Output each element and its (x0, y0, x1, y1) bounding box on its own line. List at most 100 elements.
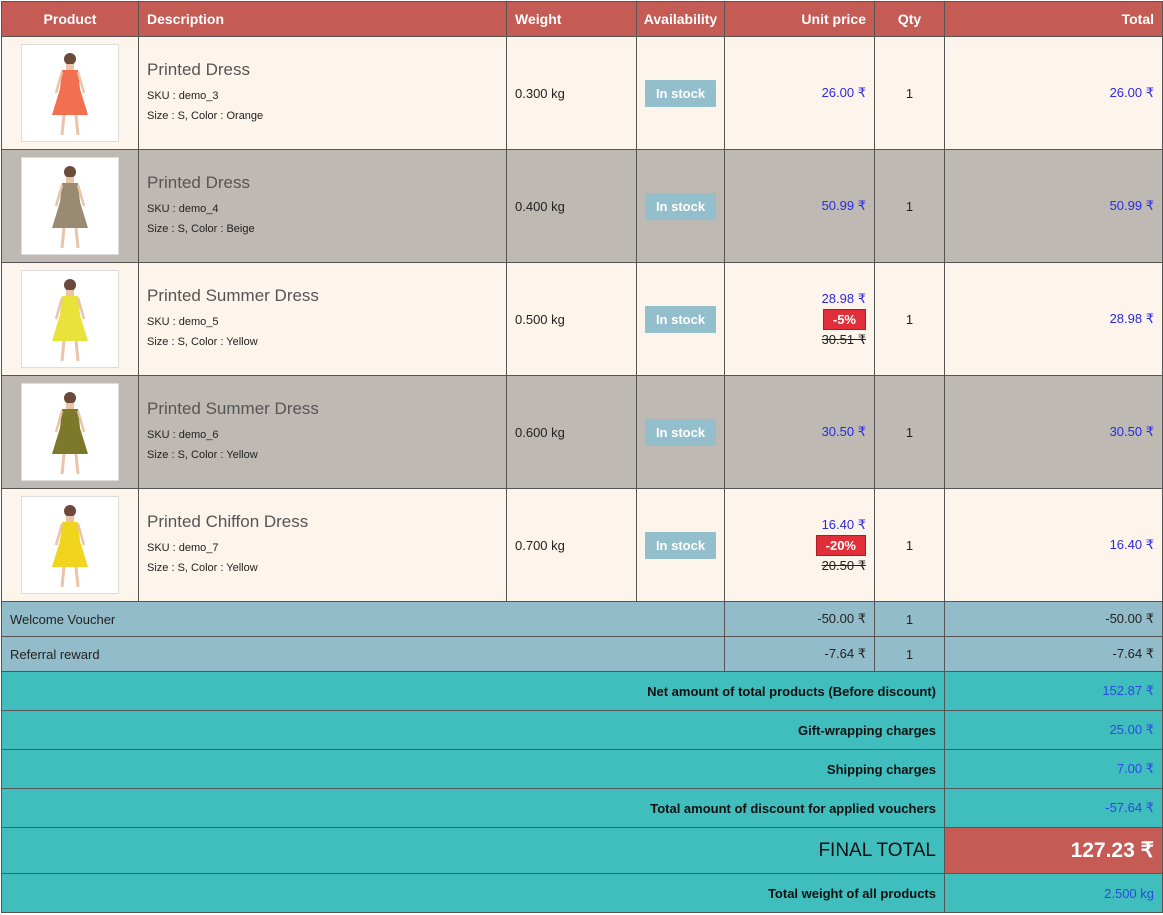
summary-row-weight: Total weight of all products 2.500 kg (1, 873, 1163, 913)
availability-cell: In stock (636, 262, 725, 376)
product-image-cell (1, 36, 139, 150)
in-stock-badge: In stock (644, 79, 717, 107)
final-total-value: 127.23 ₹ (944, 827, 1163, 874)
header-availability: Availability (636, 1, 725, 37)
product-sku: SKU : demo_7 (147, 542, 219, 554)
table-row: Printed Chiffon Dress SKU : demo_7 Size … (1, 488, 1163, 602)
product-image[interactable] (21, 383, 119, 481)
voucher-qty: 1 (874, 636, 945, 672)
unit-price: 26.00 ₹ (821, 85, 866, 100)
old-price: 30.51 ₹ (821, 331, 866, 347)
voucher-label: Welcome Voucher (1, 601, 725, 637)
old-price: 20.50 ₹ (821, 557, 866, 573)
availability-cell: In stock (636, 488, 725, 602)
product-attributes: Size : S, Color : Yellow (147, 336, 258, 348)
header-unit-price: Unit price (724, 1, 875, 37)
unit-price-cell: 30.50 ₹ (724, 375, 875, 489)
table-header-row: Product Description Weight Availability … (1, 1, 1163, 37)
product-sku: SKU : demo_3 (147, 90, 219, 102)
unit-price: 16.40 ₹ (821, 516, 866, 532)
line-total: 50.99 ₹ (1109, 198, 1154, 213)
line-total: 30.50 ₹ (1109, 424, 1154, 439)
product-sku: SKU : demo_5 (147, 316, 219, 328)
product-image[interactable] (21, 44, 119, 142)
voucher-unit-price: -7.64 ₹ (724, 636, 875, 672)
line-total: 26.00 ₹ (1109, 85, 1154, 100)
table-row: Printed Summer Dress SKU : demo_6 Size :… (1, 375, 1163, 489)
in-stock-badge: In stock (644, 192, 717, 220)
description-cell: Printed Summer Dress SKU : demo_6 Size :… (138, 375, 507, 489)
qty-cell: 1 (874, 262, 945, 376)
product-image[interactable] (21, 157, 119, 255)
unit-price-cell: 26.00 ₹ (724, 36, 875, 150)
product-image-cell (1, 262, 139, 376)
voucher-row: Welcome Voucher -50.00 ₹ 1 -50.00 ₹ (1, 601, 1163, 637)
voucher-row: Referral reward -7.64 ₹ 1 -7.64 ₹ (1, 636, 1163, 672)
weight-cell: 0.600 kg (506, 375, 637, 489)
weight-cell: 0.500 kg (506, 262, 637, 376)
weight-cell: 0.300 kg (506, 36, 637, 150)
total-cell: 26.00 ₹ (944, 36, 1163, 150)
qty-cell: 1 (874, 36, 945, 150)
product-image[interactable] (21, 496, 119, 594)
header-weight: Weight (506, 1, 637, 37)
total-weight-value: 2.500 kg (944, 873, 1163, 913)
product-attributes: Size : S, Color : Orange (147, 110, 264, 122)
unit-price-cell: 28.98 ₹ -5% 30.51 ₹ (724, 262, 875, 376)
in-stock-badge: In stock (644, 305, 717, 333)
summary-row-gift: Gift-wrapping charges 25.00 ₹ (1, 710, 1163, 750)
product-sku: SKU : demo_4 (147, 203, 219, 215)
discount-badge: -20% (815, 534, 866, 556)
voucher-total: -50.00 ₹ (944, 601, 1163, 637)
product-name[interactable]: Printed Dress (147, 173, 250, 192)
availability-cell: In stock (636, 149, 725, 263)
summary-row-final: FINAL TOTAL 127.23 ₹ (1, 827, 1163, 874)
voucher-qty: 1 (874, 601, 945, 637)
header-qty: Qty (874, 1, 945, 37)
product-image[interactable] (21, 270, 119, 368)
final-total-label: FINAL TOTAL (1, 827, 945, 874)
total-cell: 50.99 ₹ (944, 149, 1163, 263)
total-weight-label: Total weight of all products (1, 873, 945, 913)
table-row: Printed Dress SKU : demo_3 Size : S, Col… (1, 36, 1163, 150)
weight-cell: 0.400 kg (506, 149, 637, 263)
voucher-discount-label: Total amount of discount for applied vou… (1, 788, 945, 828)
product-attributes: Size : S, Color : Beige (147, 223, 255, 235)
header-total: Total (944, 1, 1163, 37)
total-cell: 28.98 ₹ (944, 262, 1163, 376)
discount-badge: -5% (822, 308, 866, 330)
product-name[interactable]: Printed Chiffon Dress (147, 512, 309, 531)
availability-cell: In stock (636, 375, 725, 489)
unit-price: 28.98 ₹ (821, 290, 866, 306)
unit-price: 30.50 ₹ (821, 424, 866, 439)
unit-price-cell: 50.99 ₹ (724, 149, 875, 263)
header-product: Product (1, 1, 139, 37)
voucher-total: -7.64 ₹ (944, 636, 1163, 672)
table-row: Printed Summer Dress SKU : demo_5 Size :… (1, 262, 1163, 376)
summary-row-discount: Total amount of discount for applied vou… (1, 788, 1163, 828)
unit-price: 50.99 ₹ (821, 198, 866, 213)
summary-row-net: Net amount of total products (Before dis… (1, 671, 1163, 711)
product-attributes: Size : S, Color : Yellow (147, 562, 258, 574)
product-name[interactable]: Printed Summer Dress (147, 399, 319, 418)
qty-cell: 1 (874, 375, 945, 489)
unit-price-cell: 16.40 ₹ -20% 20.50 ₹ (724, 488, 875, 602)
product-image-cell (1, 488, 139, 602)
voucher-label: Referral reward (1, 636, 725, 672)
product-name[interactable]: Printed Summer Dress (147, 286, 319, 305)
gift-wrapping-value: 25.00 ₹ (944, 710, 1163, 750)
qty-cell: 1 (874, 488, 945, 602)
description-cell: Printed Dress SKU : demo_3 Size : S, Col… (138, 36, 507, 150)
product-sku: SKU : demo_6 (147, 429, 219, 441)
product-image-cell (1, 375, 139, 489)
voucher-discount-value: -57.64 ₹ (944, 788, 1163, 828)
net-amount-value: 152.87 ₹ (944, 671, 1163, 711)
in-stock-badge: In stock (644, 418, 717, 446)
product-name[interactable]: Printed Dress (147, 60, 250, 79)
availability-cell: In stock (636, 36, 725, 150)
voucher-unit-price: -50.00 ₹ (724, 601, 875, 637)
shipping-value: 7.00 ₹ (944, 749, 1163, 789)
shipping-label: Shipping charges (1, 749, 945, 789)
table-row: Printed Dress SKU : demo_4 Size : S, Col… (1, 149, 1163, 263)
